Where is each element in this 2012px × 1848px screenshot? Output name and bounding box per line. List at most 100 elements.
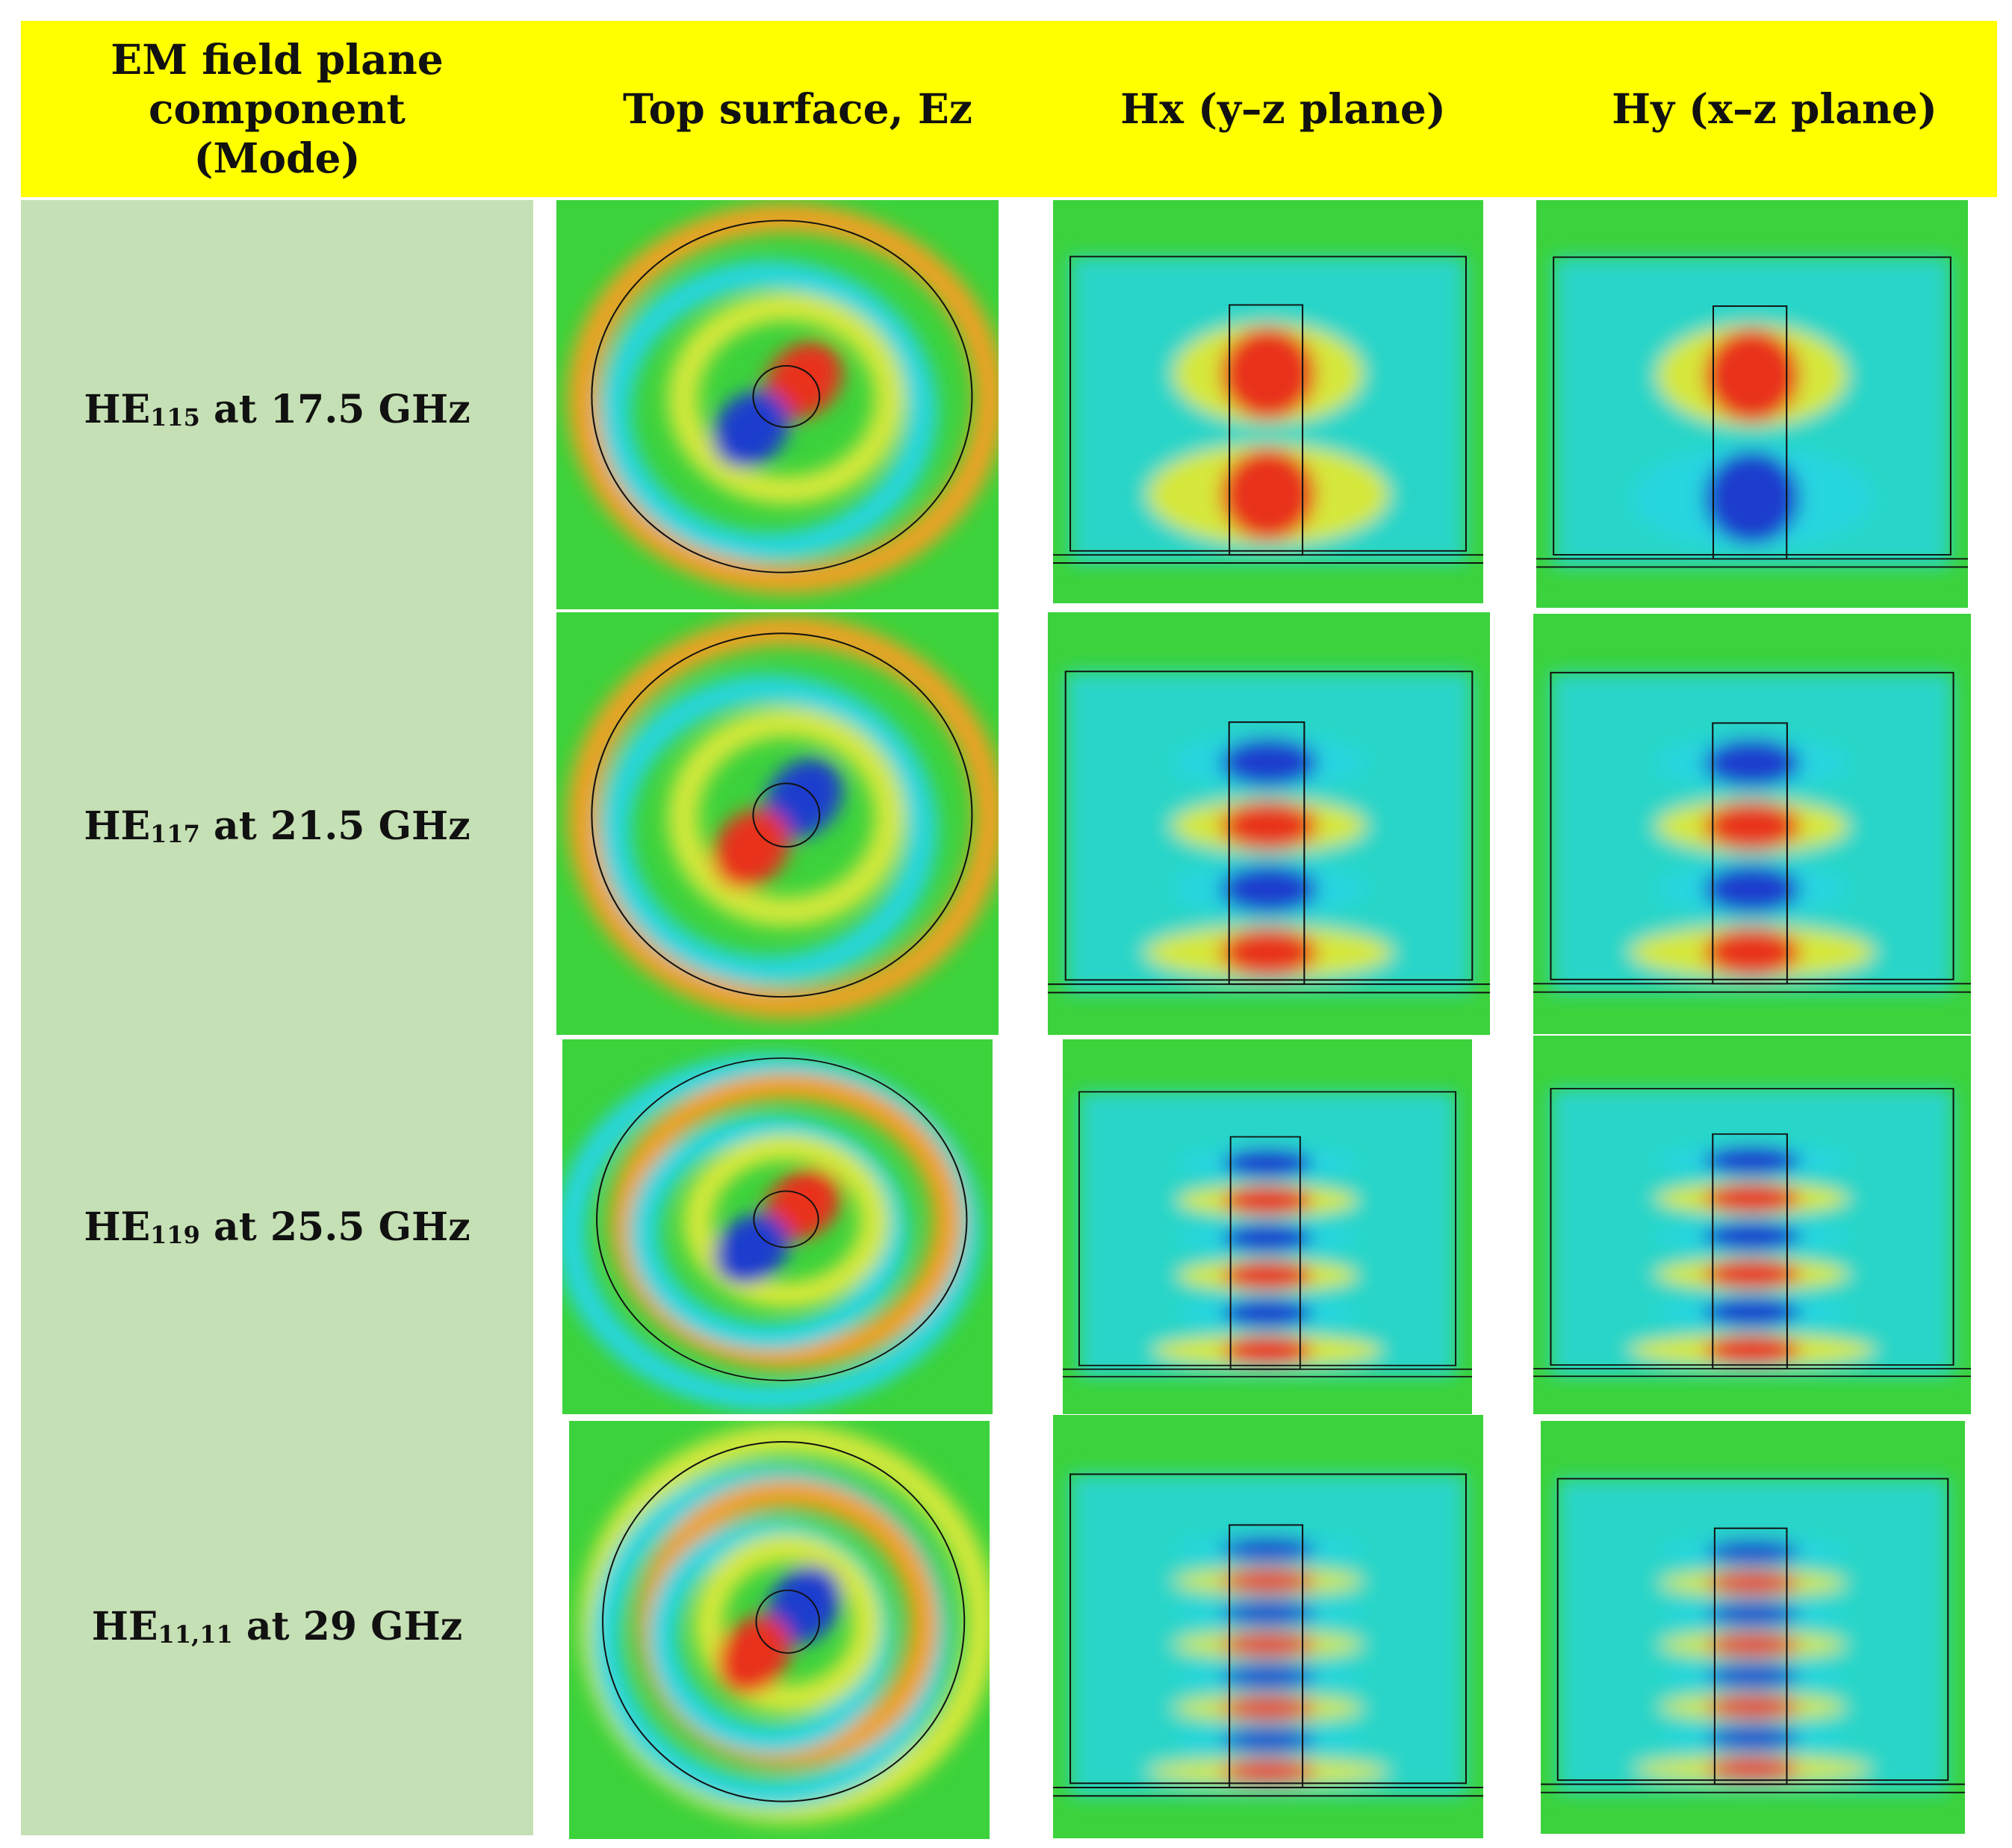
hx-band-core bbox=[1220, 1728, 1316, 1752]
header-mode-line2: component bbox=[149, 84, 406, 133]
hx-band-core bbox=[1220, 1537, 1316, 1562]
hx-resonator-outline bbox=[1069, 255, 1467, 552]
ez-field-ring bbox=[609, 1073, 963, 1369]
hx-band-core bbox=[1222, 1223, 1313, 1253]
ez-negative-lobe bbox=[714, 1213, 789, 1285]
ez-map-1 bbox=[556, 200, 999, 609]
hy-band-core bbox=[1706, 1726, 1800, 1750]
hy-band-core bbox=[1704, 1297, 1801, 1327]
hy-band-core bbox=[1706, 1602, 1800, 1626]
mode-subscript: 11,11 bbox=[158, 1620, 233, 1649]
hx-map-1 bbox=[1053, 200, 1483, 603]
ez-dielectric-outline bbox=[591, 220, 973, 573]
hy-band-core bbox=[1706, 1757, 1800, 1781]
hy-band-core bbox=[1704, 1222, 1801, 1251]
hx-band-core bbox=[1220, 1664, 1316, 1689]
hy-band-core bbox=[1706, 1633, 1800, 1657]
ez-negative-lobe bbox=[717, 1616, 791, 1695]
hx-band-core bbox=[1222, 1261, 1313, 1290]
hy-map-2 bbox=[1533, 614, 1971, 1034]
mode-subscript: 115 bbox=[150, 403, 200, 432]
hy-band-core bbox=[1706, 1571, 1800, 1595]
ez-field-ring bbox=[683, 1134, 889, 1308]
ez-field-ring bbox=[629, 1115, 909, 1350]
hy-resonator-outline bbox=[1556, 1478, 1949, 1782]
mode-label-column: HE115 at 17.5 GHz HE117 at 21.5 GHz HE11… bbox=[21, 200, 533, 1835]
hy-band-core bbox=[1704, 451, 1800, 544]
hy-resonator-outline bbox=[1553, 256, 1952, 556]
hx-map-2 bbox=[1048, 612, 1490, 1035]
hx-map-3 bbox=[1063, 1039, 1472, 1414]
ez-negative-lobe bbox=[712, 809, 790, 889]
ez-map-4 bbox=[569, 1421, 990, 1839]
ez-dielectric-outline bbox=[591, 632, 973, 998]
header-col-hy: Hy (x–z plane) bbox=[1612, 84, 1937, 133]
ez-field-ring bbox=[667, 292, 905, 505]
hy-resonator-outline bbox=[1550, 671, 1954, 980]
ez-field-ring bbox=[600, 260, 938, 561]
hx-band-core bbox=[1220, 1600, 1316, 1625]
hx-band-core bbox=[1222, 1336, 1313, 1365]
ez-field-ring bbox=[567, 203, 999, 594]
hx-resonator-outline bbox=[1078, 1091, 1457, 1366]
ez-map-3 bbox=[562, 1039, 993, 1414]
hy-band-core bbox=[1704, 928, 1801, 977]
ez-field-ring bbox=[600, 674, 938, 986]
hx-band-core bbox=[1220, 865, 1318, 913]
hy-band-core bbox=[1704, 1146, 1801, 1175]
hx-band-core bbox=[1220, 448, 1316, 541]
hx-band-core bbox=[1220, 327, 1316, 420]
header-mode-line3: (Mode) bbox=[193, 134, 361, 182]
hy-map-4 bbox=[1541, 1421, 1965, 1834]
ez-dielectric-outline bbox=[602, 1441, 966, 1802]
hx-band-core bbox=[1222, 1298, 1313, 1328]
ez-map-2 bbox=[556, 612, 999, 1035]
hy-band-core bbox=[1704, 865, 1801, 913]
header-col-mode: EM field plane component (Mode) bbox=[21, 21, 533, 197]
header-col-hx: Hx (y–z plane) bbox=[1120, 84, 1446, 133]
hx-band-core bbox=[1220, 1632, 1316, 1657]
hy-map-3 bbox=[1533, 1036, 1971, 1414]
hx-resonator-outline bbox=[1064, 671, 1474, 981]
mode-subscript: 117 bbox=[150, 820, 200, 848]
ez-feed-rod-outline bbox=[753, 1190, 819, 1248]
hy-band-core bbox=[1706, 1695, 1800, 1719]
hx-band-core bbox=[1222, 1148, 1313, 1177]
hy-band-core bbox=[1704, 329, 1800, 423]
row-label-1: HE115 at 17.5 GHz bbox=[84, 387, 471, 432]
ez-feed-rod-outline bbox=[752, 783, 821, 848]
ez-field-ring bbox=[694, 1533, 882, 1714]
hx-band-core bbox=[1220, 1569, 1316, 1593]
hx-map-4 bbox=[1053, 1415, 1483, 1838]
hy-band-core bbox=[1704, 1335, 1801, 1365]
hy-band-core bbox=[1706, 1540, 1800, 1564]
hy-resonator-outline bbox=[1550, 1088, 1954, 1366]
ez-positive-lobe bbox=[768, 1565, 842, 1644]
row-label-3: HE119 at 25.5 GHz bbox=[84, 1204, 471, 1250]
hy-band-core bbox=[1704, 1260, 1801, 1289]
row-label-4: HE11,11 at 29 GHz bbox=[91, 1604, 463, 1649]
hy-band-core bbox=[1704, 1183, 1801, 1213]
header-mode-line1: EM field plane bbox=[111, 35, 444, 84]
hx-band-core bbox=[1220, 801, 1318, 850]
mode-subscript: 119 bbox=[150, 1221, 200, 1249]
row-label-2: HE117 at 21.5 GHz bbox=[84, 803, 471, 849]
hx-band-core bbox=[1220, 738, 1318, 787]
hx-band-core bbox=[1220, 928, 1318, 977]
hx-band-core bbox=[1220, 1696, 1316, 1720]
ez-feed-rod-outline bbox=[752, 364, 821, 429]
hx-band-core bbox=[1222, 1186, 1313, 1215]
ez-positive-lobe bbox=[765, 758, 843, 839]
hy-band-core bbox=[1704, 738, 1801, 787]
header-col-ez: Top surface, Ez bbox=[622, 84, 973, 133]
table-header: EM field plane component (Mode) Top surf… bbox=[21, 21, 1997, 197]
ez-field-ring bbox=[667, 707, 905, 927]
hx-resonator-outline bbox=[1069, 1473, 1467, 1785]
hx-band-core bbox=[1220, 1759, 1316, 1784]
ez-dielectric-outline bbox=[596, 1057, 968, 1381]
ez-negative-lobe bbox=[712, 391, 790, 468]
ez-field-ring bbox=[567, 615, 999, 1019]
hy-map-1 bbox=[1536, 200, 1968, 608]
hy-band-core bbox=[1704, 802, 1801, 850]
ez-positive-lobe bbox=[766, 1169, 841, 1240]
